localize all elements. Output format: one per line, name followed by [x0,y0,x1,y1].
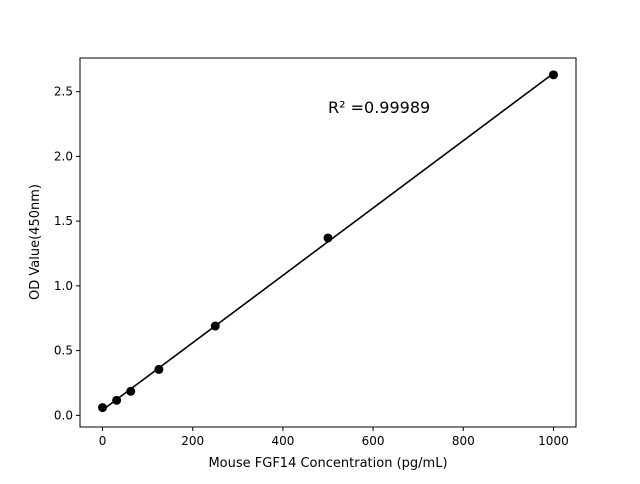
x-tick-label: 0 [99,434,107,448]
x-tick-label: 600 [362,434,385,448]
y-tick-label: 0.0 [54,408,73,422]
x-tick-label: 800 [452,434,475,448]
data-series [98,70,558,413]
data-point [98,403,108,413]
y-tick-label: 1.5 [54,214,73,228]
data-point [323,233,333,243]
y-tick-label: 2.5 [54,85,73,99]
x-tick-label: 200 [181,434,204,448]
y-axis: 0.0 0.5 1.0 1.5 2.0 2.5 [54,85,80,422]
data-point [112,395,122,405]
data-point [548,70,558,80]
y-tick-label: 1.0 [54,279,73,293]
x-axis-label: Mouse FGF14 Concentration (pg/mL) [208,456,447,471]
x-tick-label: 400 [271,434,294,448]
x-tick-label: 1000 [538,434,569,448]
annotation-r-squared: R² =0.99989 [328,98,430,117]
y-axis-label: OD Value(450nm) [28,184,43,300]
x-axis: 0 200 400 600 800 1000 [99,427,569,448]
data-point [154,364,164,374]
y-tick-label: 2.0 [54,149,73,163]
y-tick-label: 0.5 [54,344,73,358]
data-point [126,386,136,396]
data-point [210,321,220,331]
